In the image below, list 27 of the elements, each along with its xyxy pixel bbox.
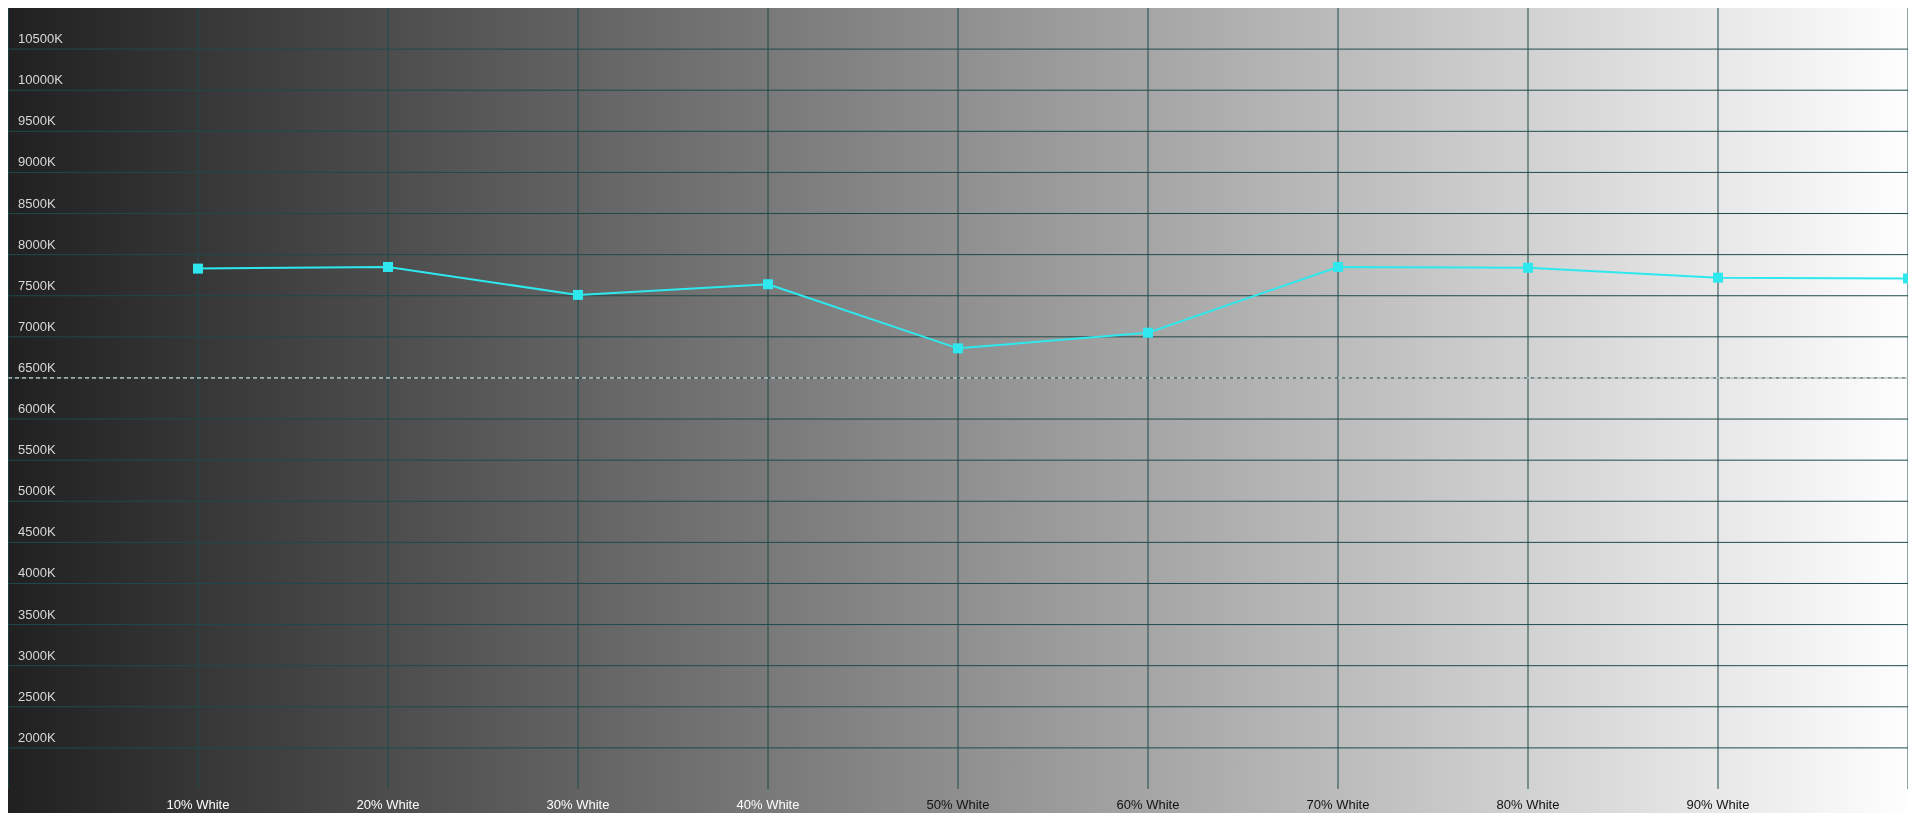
y-tick-label: 8500K <box>18 195 56 211</box>
y-tick-label: 2500K <box>18 688 56 704</box>
x-tick-label: 70% White <box>1306 797 1370 812</box>
y-tick-label: 8000K <box>18 236 56 252</box>
x-tick-label: 60% White <box>1116 797 1180 812</box>
y-tick-label: 10000K <box>18 72 64 88</box>
y-tick-label: 7000K <box>18 318 56 334</box>
y-tick-label: 4500K <box>18 524 56 540</box>
y-tick-label: 3500K <box>18 606 56 622</box>
y-tick-label: 6000K <box>18 401 56 417</box>
y-tick-label: 9500K <box>18 113 56 129</box>
x-tick-label: 30% White <box>546 797 610 812</box>
x-tick-label: 20% White <box>356 797 420 812</box>
y-tick-label: 2000K <box>18 729 56 745</box>
x-tick-label: 40% White <box>736 797 800 812</box>
x-tick-label: 50% White <box>926 797 990 812</box>
y-tick-label: 4000K <box>18 565 56 581</box>
x-tick-label: 10% White <box>166 797 230 812</box>
y-tick-label: 6500K <box>18 359 56 375</box>
x-tick-label: 80% White <box>1496 797 1560 812</box>
y-tick-label: 7500K <box>18 277 56 293</box>
y-tick-label: 5500K <box>18 442 56 458</box>
y-tick-label: 10500K <box>18 31 64 47</box>
y-tick-label: 9000K <box>18 154 56 170</box>
y-tick-label: 5000K <box>18 483 56 499</box>
x-tick-label: 90% White <box>1686 797 1750 812</box>
y-tick-label: 3000K <box>18 647 56 663</box>
